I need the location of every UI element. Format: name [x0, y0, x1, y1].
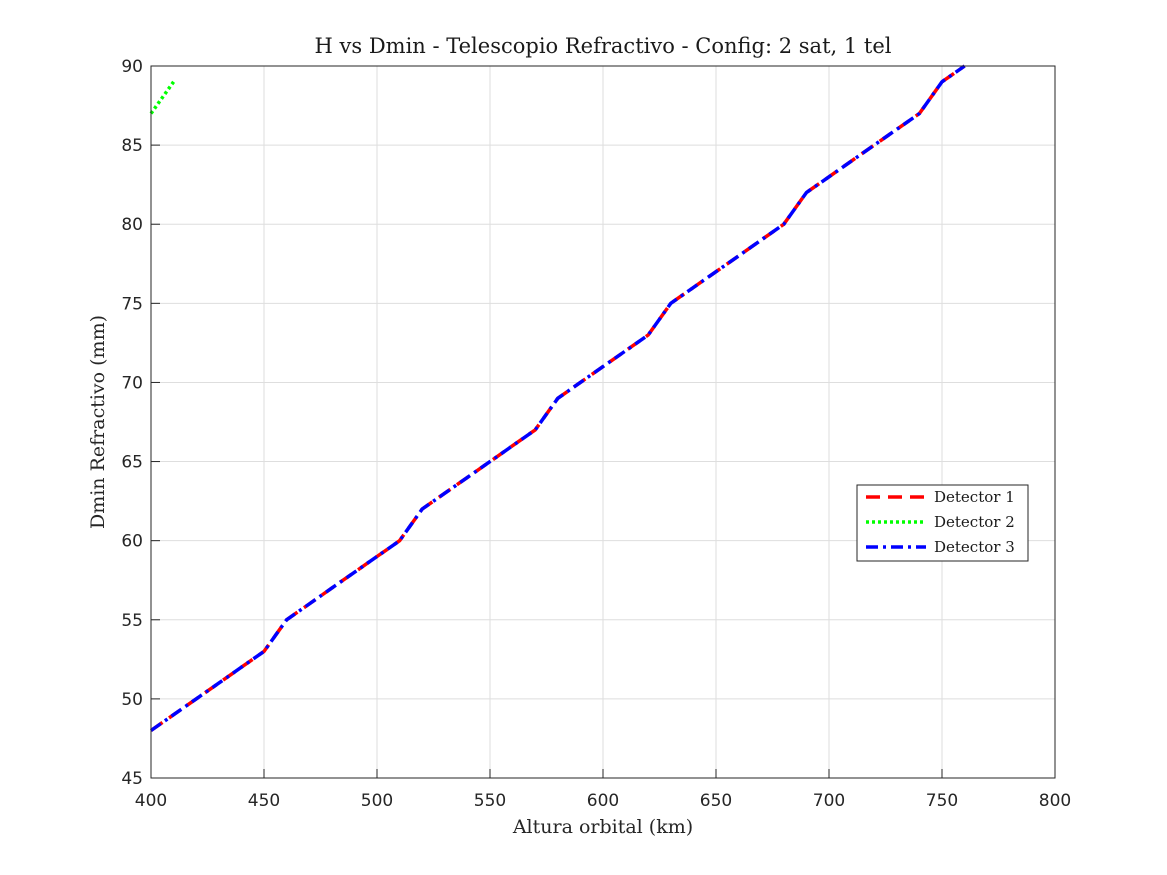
- grid: [150, 65, 1056, 779]
- x-tick-label: 550: [474, 791, 506, 811]
- legend-label-3: Detector 3: [934, 538, 1015, 556]
- x-tick-label: 400: [135, 791, 167, 811]
- legend: Detector 1 Detector 2 Detector 3: [856, 484, 1029, 562]
- y-tick-label: 85: [121, 136, 143, 156]
- series-line-3: [149, 64, 966, 732]
- x-axis-label: Altura orbital (km): [512, 816, 693, 838]
- x-tick-label: 750: [926, 791, 958, 811]
- y-tick-label: 50: [121, 690, 143, 710]
- series-line-2: [149, 80, 176, 115]
- legend-label-1: Detector 1: [934, 488, 1015, 506]
- y-tick-label: 65: [121, 453, 143, 473]
- tick-labels: 400 450 500 550 600 650 700 750 800 45 50 55 60 65 70 7…: [121, 57, 1071, 811]
- x-tick-label: 800: [1039, 791, 1071, 811]
- ticks: [150, 65, 1056, 779]
- y-tick-label: 75: [121, 294, 143, 314]
- y-axis-label: Dmin Refractivo (mm): [87, 315, 109, 529]
- y-tick-label: 80: [121, 215, 143, 235]
- x-tick-label: 450: [248, 791, 280, 811]
- y-tick-label: 70: [121, 373, 143, 393]
- legend-label-2: Detector 2: [934, 513, 1015, 531]
- y-tick-label: 60: [121, 532, 143, 552]
- x-tick-label: 500: [361, 791, 393, 811]
- chart-title: H vs Dmin - Telescopio Refractivo - Conf…: [315, 34, 892, 58]
- y-tick-label: 55: [121, 611, 143, 631]
- y-tick-label: 90: [121, 57, 143, 77]
- x-tick-label: 650: [700, 791, 732, 811]
- plot-lines: [149, 64, 966, 732]
- y-tick-label: 45: [121, 769, 143, 789]
- x-tick-label: 600: [587, 791, 619, 811]
- x-tick-label: 700: [813, 791, 845, 811]
